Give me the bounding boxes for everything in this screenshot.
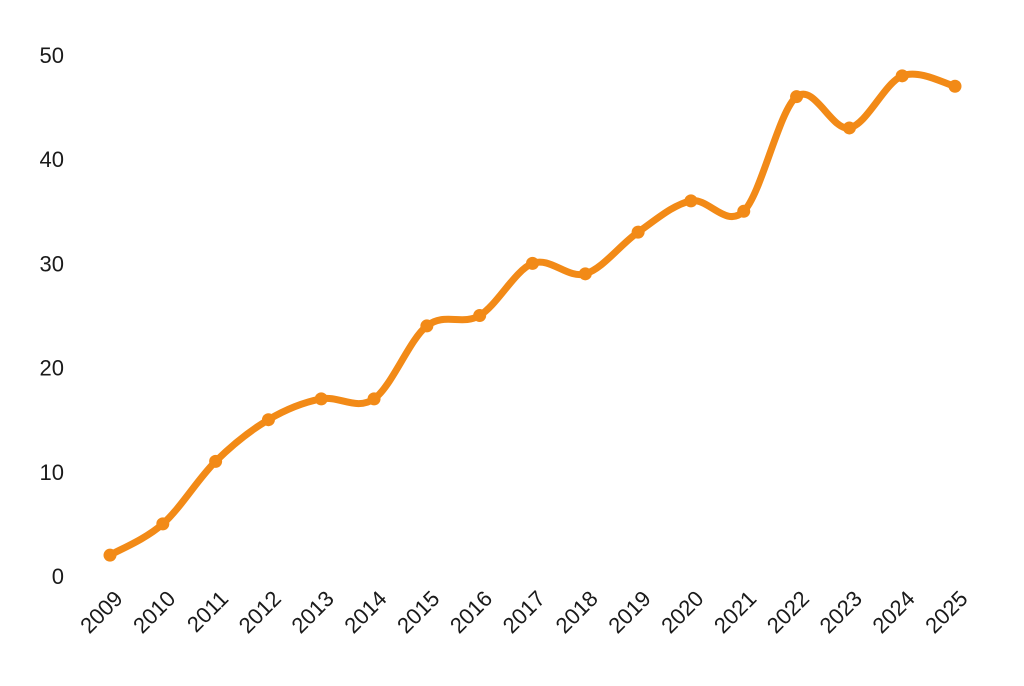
data-point: [684, 194, 698, 208]
data-point: [367, 392, 381, 406]
data-point: [578, 267, 592, 281]
data-point: [631, 225, 645, 239]
y-tick-label: 40: [40, 147, 64, 172]
x-tick-label: 2022: [762, 586, 814, 638]
series-group: [103, 69, 962, 562]
x-tick-label: 2023: [815, 586, 867, 638]
y-tick-label: 10: [40, 460, 64, 485]
x-tick-label: 2013: [286, 586, 338, 638]
x-tick-label: 2025: [920, 586, 972, 638]
data-point: [790, 90, 804, 104]
data-point: [261, 413, 275, 427]
y-axis: 0 10 20 30 40 50: [40, 43, 64, 589]
y-tick-label: 50: [40, 43, 64, 68]
y-tick-label: 30: [40, 251, 64, 276]
data-point: [948, 79, 962, 93]
data-point: [209, 454, 223, 468]
x-tick-label: 2016: [445, 586, 497, 638]
x-tick-label: 2010: [128, 586, 180, 638]
x-tick-label: 2024: [867, 586, 919, 638]
data-point: [842, 121, 856, 135]
x-tick-label: 2020: [656, 586, 708, 638]
x-tick-label: 2014: [339, 586, 391, 638]
y-tick-label: 20: [40, 356, 64, 381]
data-point: [314, 392, 328, 406]
x-tick-label: 2017: [498, 586, 550, 638]
data-point: [156, 517, 170, 531]
data-point: [526, 256, 539, 270]
data-point: [420, 319, 434, 333]
x-tick-label: 2018: [551, 586, 603, 638]
x-tick-label: 2011: [182, 586, 233, 637]
data-point: [103, 548, 117, 562]
x-tick-label: 2012: [234, 586, 286, 638]
x-tick-label: 2021: [709, 586, 761, 638]
y-tick-label: 0: [52, 564, 64, 589]
series-line: [106, 70, 959, 559]
x-tick-label: 2015: [392, 586, 444, 638]
x-tick-label: 2019: [603, 586, 655, 638]
x-axis: 2009 2010 2011 2012 2013 2014 2015 2016 2017 2018…: [75, 586, 972, 638]
data-point: [895, 69, 909, 83]
data-point: [737, 204, 751, 218]
x-tick-label: 2009: [75, 586, 127, 638]
data-point: [473, 309, 487, 322]
